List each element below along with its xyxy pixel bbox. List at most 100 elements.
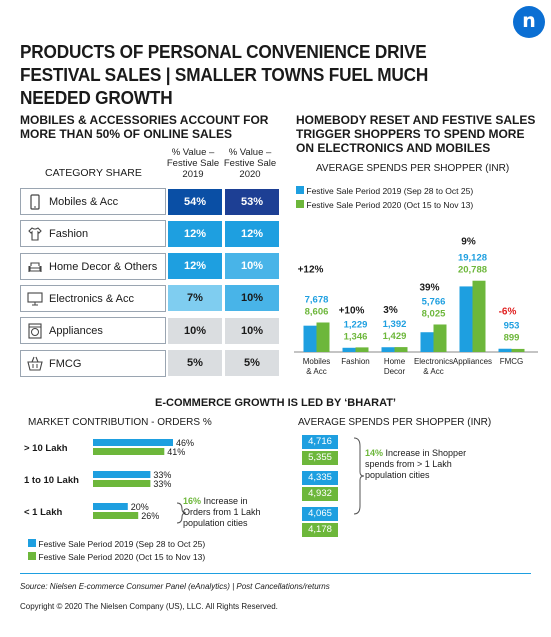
spend-chart-subtitle: AVERAGE SPENDS PER SHOPPER (INR) (316, 163, 510, 174)
orders-note-pct: 16% (183, 496, 202, 506)
orders-bar-2020 (93, 512, 139, 519)
value-label-2020: 20,788 (458, 265, 487, 276)
orders-bar-2019 (93, 439, 173, 446)
shopping-basket-icon (27, 356, 43, 372)
bharat-legend-2020-label: Festive Sale Period 2020 (Oct 15 to Nov … (38, 552, 206, 562)
legend-2020: Festive Sale Period 2020 (Oct 15 to Nov … (296, 200, 473, 210)
category-row: FMCG (20, 349, 166, 377)
growth-label: +10% (339, 305, 365, 316)
growth-label: 3% (383, 305, 398, 316)
spend-box-2019: 4,065 (302, 507, 338, 521)
copyright-note: Copyright © 2020 The Nielsen Company (US… (20, 602, 278, 611)
share-2019-cell: 10% (168, 317, 222, 344)
spend-bracket (353, 437, 365, 515)
bharat-legend-2019: Festive Sale Period 2019 (Sep 28 to Oct … (28, 539, 205, 549)
category-label: Mobiles & Acc (49, 196, 119, 208)
value-label-2019: 7,678 (305, 294, 329, 305)
orders-value-2020: 26% (141, 511, 159, 521)
bar-2020 (511, 348, 525, 352)
spend-note-text: Increase in Shopper spends from > 1 Lakh… (365, 448, 467, 480)
bharat-section-title: E-COMMERCE GROWTH IS LED BY ‘BHARAT’ (155, 397, 396, 409)
legend-2019: Festive Sale Period 2019 (Sep 28 to Oct … (296, 186, 473, 196)
category-tick-label: Home (384, 357, 406, 366)
city-tier-label: 1 to 10 Lakh (24, 475, 79, 486)
orders-note: 16% Increase in Orders from 1 Lakh popul… (183, 496, 265, 529)
value-label-2020: 899 (504, 333, 520, 344)
legend-swatch-green (28, 552, 36, 560)
value-label-2020: 8,606 (305, 306, 329, 317)
value-label-2020: 1,429 (383, 331, 407, 342)
category-row: Electronics & Acc (20, 284, 166, 312)
source-note: Source: Nielsen E-commerce Consumer Pane… (20, 582, 330, 591)
legend-2020-label: Festive Sale Period 2020 (Oct 15 to Nov … (306, 200, 474, 210)
bar-2020 (472, 280, 486, 352)
col-2020-header: % Value – Festive Sale 2020 (223, 147, 277, 180)
orders-bar-2019 (93, 503, 128, 510)
market-contribution-title: MARKET CONTRIBUTION - ORDERS % (28, 417, 212, 428)
orders-bar-2019 (93, 471, 151, 478)
col-2019-header: % Value – Festive Sale 2019 (166, 147, 220, 180)
sofa-icon (27, 259, 43, 275)
value-label-2019: 5,766 (422, 296, 446, 307)
orders-value-2019: 33% (153, 470, 171, 480)
legend-2019-label: Festive Sale Period 2019 (Sep 28 to Oct … (306, 186, 474, 196)
bar-2020 (394, 347, 408, 352)
category-label: Fashion (49, 228, 89, 241)
category-row: Mobiles & Acc (20, 188, 166, 215)
category-label: FMCG (49, 357, 82, 370)
orders-bar-2020 (93, 480, 151, 487)
spend-box-2020: 5,355 (302, 451, 338, 465)
mobile-phone-icon (27, 194, 43, 210)
spend-box-2019: 4,335 (302, 471, 338, 485)
value-label-2019: 1,229 (344, 319, 368, 330)
spend-note-pct: 14% (365, 448, 384, 458)
growth-label: 39% (419, 282, 439, 293)
legend-swatch-green (296, 200, 304, 208)
share-2019-cell: 12% (168, 253, 222, 280)
orders-value-2019: 20% (131, 502, 149, 512)
orders-value-2020: 41% (167, 447, 185, 457)
bar-2020 (433, 324, 447, 352)
category-tick-label: Appliances (453, 357, 492, 366)
category-label: Electronics & Acc (49, 292, 134, 305)
category-tick-label: Decor (384, 367, 406, 376)
value-label-2020: 1,346 (344, 331, 368, 342)
footer-divider (20, 573, 531, 574)
growth-label: -6% (499, 307, 517, 318)
category-share-header: CATEGORY SHARE (45, 167, 142, 179)
share-2020-cell: 12% (225, 220, 279, 247)
monitor-icon (27, 291, 43, 307)
spend-note: 14% Increase in Shopper spends from > 1 … (365, 448, 485, 481)
spend-box-2020: 4,178 (302, 523, 338, 537)
category-tick-label: Fashion (341, 357, 369, 366)
bar-2020 (355, 347, 369, 352)
category-tick-label: Mobiles (303, 357, 331, 366)
bar-2019 (381, 347, 395, 352)
orders-bracket (176, 502, 187, 524)
legend-swatch-blue (296, 186, 304, 194)
category-row: Home Decor & Others (20, 252, 166, 280)
spend-section-title: HOMEBODY RESET AND FESTIVE SALES TRIGGER… (296, 113, 536, 155)
bar-2019 (303, 325, 317, 352)
washing-machine-icon (27, 323, 43, 339)
spend-box-2020: 4,932 (302, 487, 338, 501)
bar-2019 (498, 348, 512, 352)
page-title: PRODUCTS OF PERSONAL CONVENIENCE DRIVE F… (20, 41, 429, 108)
bar-2019 (459, 286, 473, 352)
value-label-2019: 1,392 (383, 319, 407, 330)
share-2020-cell: 10% (225, 253, 279, 280)
bar-2019 (420, 332, 434, 352)
orders-value-2019: 46% (176, 438, 194, 448)
city-tier-label: > 10 Lakh (24, 443, 68, 454)
orders-bar-chart: > 10 Lakh 46%41% 1 to 10 Lakh 33%33% < 1 Lak… (24, 438, 194, 524)
orders-value-2020: 33% (153, 479, 171, 489)
value-label-2019: 19,128 (458, 253, 487, 264)
share-2019-cell: 54% (168, 188, 222, 215)
category-label: Home Decor & Others (49, 260, 158, 273)
share-section-title: MOBILES & ACCESSORIES ACCOUNT FOR MORE T… (20, 113, 269, 141)
growth-label: +12% (298, 264, 324, 275)
city-tier-label: < 1 Lakh (24, 507, 62, 518)
category-tick-label: Electronics (414, 357, 453, 366)
share-2020-cell: 10% (225, 285, 279, 312)
